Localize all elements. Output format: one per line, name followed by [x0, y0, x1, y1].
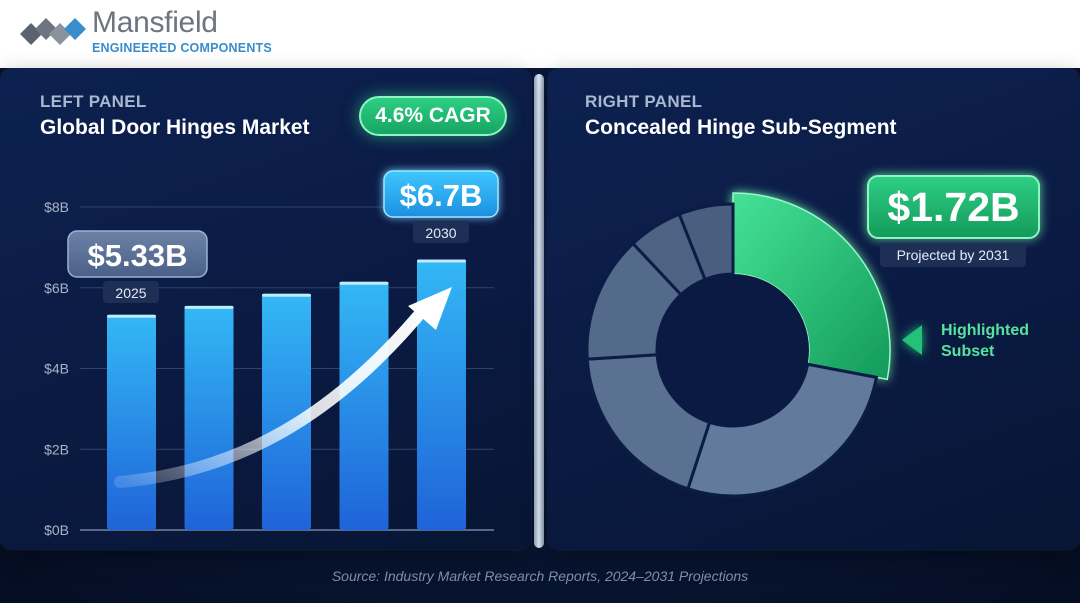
- source-caption: Source: Industry Market Research Reports…: [331, 568, 749, 584]
- left-panel-title: Global Door Hinges Market: [40, 116, 310, 139]
- right-panel: RIGHT PANEL Concealed Hinge Sub-Segment: [548, 68, 1080, 550]
- callout-2030-value: $6.7B: [400, 178, 483, 213]
- value-callout-caption: Projected by 2031: [897, 247, 1010, 263]
- y-tick-label: $2B: [44, 441, 69, 457]
- highlight-pointer-icon: [902, 325, 922, 355]
- callout-2025-year: 2025: [115, 285, 146, 301]
- donut-hole: [657, 274, 809, 426]
- trend-arrowhead-icon: [408, 287, 452, 330]
- left-panel: LEFT PANEL Global Door Hinges Market 4.6…: [0, 68, 531, 550]
- right-panel-title: Concealed Hinge Sub-Segment: [585, 116, 897, 139]
- cagr-badge: 4.6% CAGR: [359, 96, 507, 136]
- y-tick-label: $4B: [44, 361, 69, 377]
- highlight-label-line1: Highlighted: [941, 322, 1029, 339]
- trend-arrow: [114, 298, 434, 488]
- highlight-label-line2: Subset: [941, 343, 995, 360]
- y-axis-ticks: $0B $2B $4B $6B $8B: [44, 199, 69, 538]
- callout-2030-year: 2030: [425, 225, 456, 241]
- y-tick-label: $6B: [44, 280, 69, 296]
- brand-name: Mansfield: [92, 6, 218, 39]
- bar-2028: [339, 281, 389, 530]
- header: Mansfield ENGINEERED COMPONENTS: [0, 0, 1080, 68]
- bar-2025: [107, 314, 156, 530]
- mansfield-logo-icon: [20, 18, 86, 45]
- callout-2030: $6.7B 2030: [383, 170, 499, 243]
- y-tick-label: $8B: [44, 199, 69, 215]
- bars: [107, 259, 466, 530]
- brand-tagline: ENGINEERED COMPONENTS: [92, 41, 272, 55]
- bar-highlight-2025: [107, 314, 156, 318]
- bar-2027: [262, 293, 311, 530]
- left-panel-kicker: LEFT PANEL: [40, 92, 147, 111]
- callout-2025: $5.33B 2025: [67, 230, 208, 303]
- donut-chart: $1.72B Projected by 2031 Highlighted Sub…: [585, 175, 1040, 498]
- bar-highlight-2026: [184, 305, 234, 309]
- infographic-stage: LEFT PANEL Global Door Hinges Market 4.6…: [0, 68, 1080, 603]
- value-callout: $1.72B Projected by 2031: [867, 175, 1040, 267]
- right-panel-kicker: RIGHT PANEL: [585, 92, 703, 111]
- callout-2025-value: $5.33B: [88, 238, 188, 273]
- panel-divider: [534, 74, 544, 548]
- value-callout-amount: $1.72B: [887, 184, 1019, 230]
- bar-2030: [417, 259, 466, 530]
- bar-chart: $0B $2B $4B $6B $8B $5.33B 2025 $6.7B 2030: [44, 170, 499, 538]
- bar-highlight-2028: [339, 281, 389, 285]
- y-tick-label: $0B: [44, 522, 69, 538]
- bar-highlight-2030: [417, 259, 466, 263]
- bar-highlight-2027: [262, 293, 311, 297]
- bar-2026: [184, 305, 234, 530]
- donut-slices: [585, 192, 891, 498]
